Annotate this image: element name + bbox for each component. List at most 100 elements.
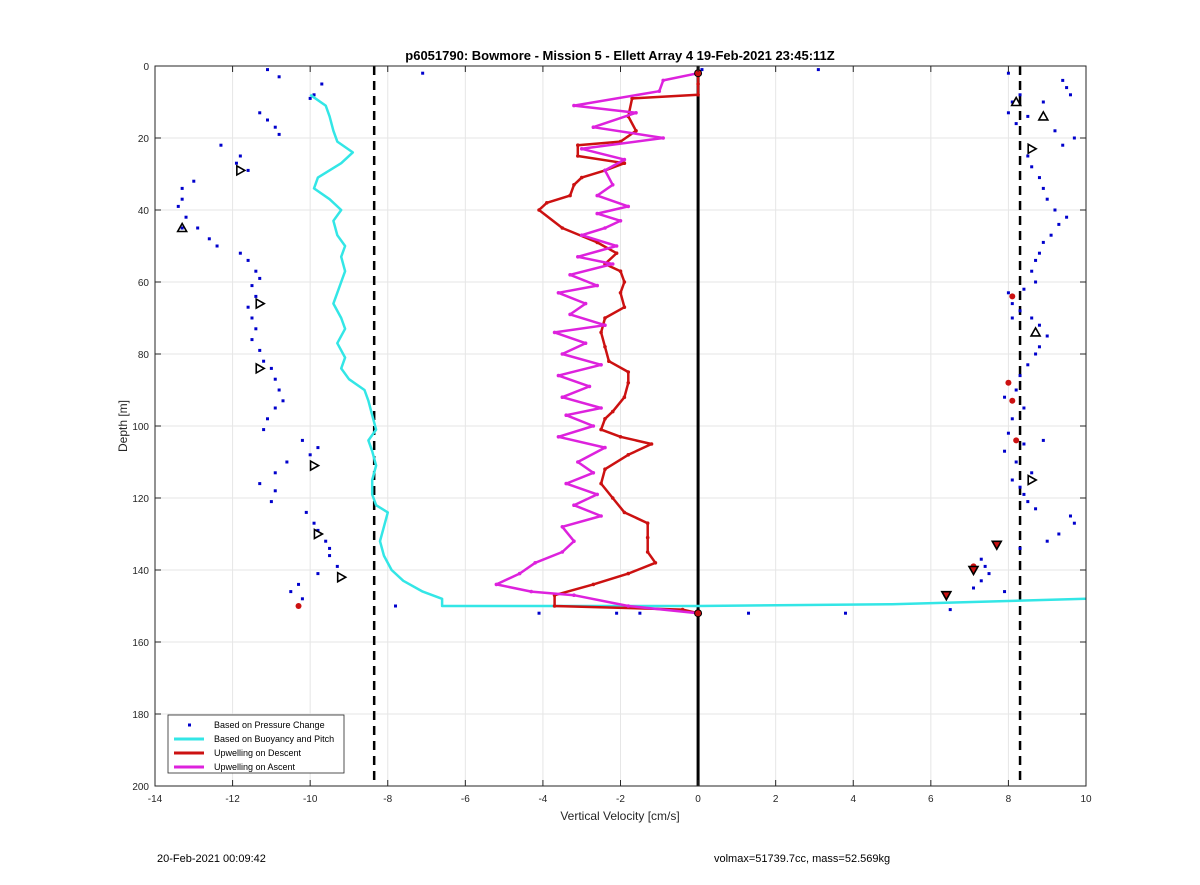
series-point (622, 161, 627, 165)
series-point (556, 435, 561, 439)
series-point (603, 445, 607, 450)
pressure-change-point (281, 399, 285, 403)
pressure-change-point (1065, 86, 1069, 90)
x-tick-label: -12 (225, 794, 240, 805)
series-point (610, 183, 615, 187)
y-tick-label: 60 (138, 278, 150, 289)
pressure-change-point (316, 446, 320, 450)
pressure-change-point (615, 611, 619, 615)
pressure-change-point (537, 611, 541, 615)
pressure-change-point (1037, 323, 1041, 327)
series-point (583, 301, 588, 306)
pressure-change-point (1072, 136, 1076, 140)
pressure-change-point (312, 93, 316, 97)
series-point (595, 492, 600, 497)
pressure-change-point (300, 597, 304, 601)
series-point (645, 535, 650, 540)
triangle-marker (1037, 110, 1050, 121)
series-point (560, 352, 565, 356)
triangle-marker (236, 164, 247, 177)
series-point (610, 409, 615, 414)
series-point (599, 481, 603, 486)
pressure-change-point (254, 327, 258, 331)
pressure-change-point (254, 294, 258, 298)
pressure-change-point (1018, 485, 1022, 489)
series-point (614, 244, 619, 248)
pressure-change-point (238, 251, 242, 255)
x-tick-label: 8 (1006, 794, 1012, 805)
axes: -14 -12 -10 -8 -6 -4 -2 0 2 4 6 8 100204060801001201… (132, 62, 1092, 805)
pressure-change-point (1010, 478, 1014, 482)
pressure-change-point (1003, 449, 1007, 453)
pressure-change-point (1026, 363, 1030, 367)
pressure-change-point (1022, 406, 1026, 410)
series-point (576, 154, 580, 158)
axes-box (154, 65, 1087, 787)
footer-volume-mass: volmax=51739.7cc, mass=52.569kg (714, 853, 891, 865)
triangle-marker (309, 459, 321, 472)
pressure-change-point (176, 204, 180, 208)
pressure-change-point (1037, 251, 1041, 255)
series-point (626, 381, 631, 385)
y-tick-label: 200 (132, 782, 149, 793)
pressure-change-point (1006, 111, 1010, 115)
x-axis-label: Vertical Velocity [cm/s] (560, 809, 679, 823)
x-tick-label: 10 (1080, 794, 1092, 805)
series-point (572, 539, 576, 543)
pressure-change-point (1041, 186, 1045, 190)
pressure-change-point (1018, 309, 1022, 313)
pressure-change-point (312, 521, 316, 525)
pressure-change-point (1030, 165, 1034, 169)
series-point (618, 435, 623, 439)
pressure-change-point (1022, 287, 1026, 291)
series-point (599, 427, 603, 432)
series-point (587, 384, 592, 389)
x-tick-label: 2 (773, 794, 779, 805)
pressure-change-point (1022, 442, 1026, 446)
series-point (696, 82, 700, 86)
series-point (657, 89, 662, 93)
pressure-change-point (192, 179, 196, 183)
pressure-change-point (320, 82, 324, 86)
y-axis-label: Depth [m] (116, 400, 130, 452)
pressure-change-point (1022, 492, 1026, 496)
series-point (599, 330, 603, 335)
pressure-change-point (1010, 302, 1014, 306)
series-point (537, 208, 541, 212)
series-point (591, 471, 596, 475)
pressure-change-point (1034, 352, 1038, 356)
pressure-change-point (1061, 143, 1065, 147)
footer-timestamp: 20-Feb-2021 00:09:42 (157, 853, 266, 865)
pressure-change-point (285, 460, 289, 464)
series-point (533, 561, 537, 565)
pressure-change-point (297, 582, 301, 586)
pressure-change-point (700, 68, 704, 72)
series-point (579, 147, 584, 151)
descent-marker (295, 603, 302, 609)
legend-label: Based on Buoyancy and Pitch (214, 734, 334, 744)
pressure-change-point (246, 168, 250, 172)
series-point (552, 330, 557, 335)
series-point (552, 604, 557, 608)
series-point (595, 211, 600, 216)
pressure-change-point (277, 132, 281, 136)
series-point (653, 561, 658, 565)
pressure-change-point (1018, 93, 1022, 97)
x-tick-label: 4 (850, 794, 856, 805)
pressure-change-point (843, 611, 847, 615)
pressure-change-point (273, 125, 277, 129)
y-tick-label: 160 (132, 638, 149, 649)
series-point (603, 168, 607, 173)
series-point (603, 226, 607, 230)
pressure-change-point (948, 608, 952, 612)
series-point (603, 323, 607, 328)
upwelling-on-ascentline (495, 71, 699, 615)
pressure-change-point (1045, 197, 1049, 201)
y-tick-label: 0 (143, 62, 149, 73)
series-point (591, 125, 596, 129)
pressure-change-point (1045, 334, 1049, 338)
triangle-marker (336, 571, 348, 584)
based-on-buoyancy-and-pitchline (309, 93, 1087, 608)
pressure-change-point (269, 366, 273, 370)
